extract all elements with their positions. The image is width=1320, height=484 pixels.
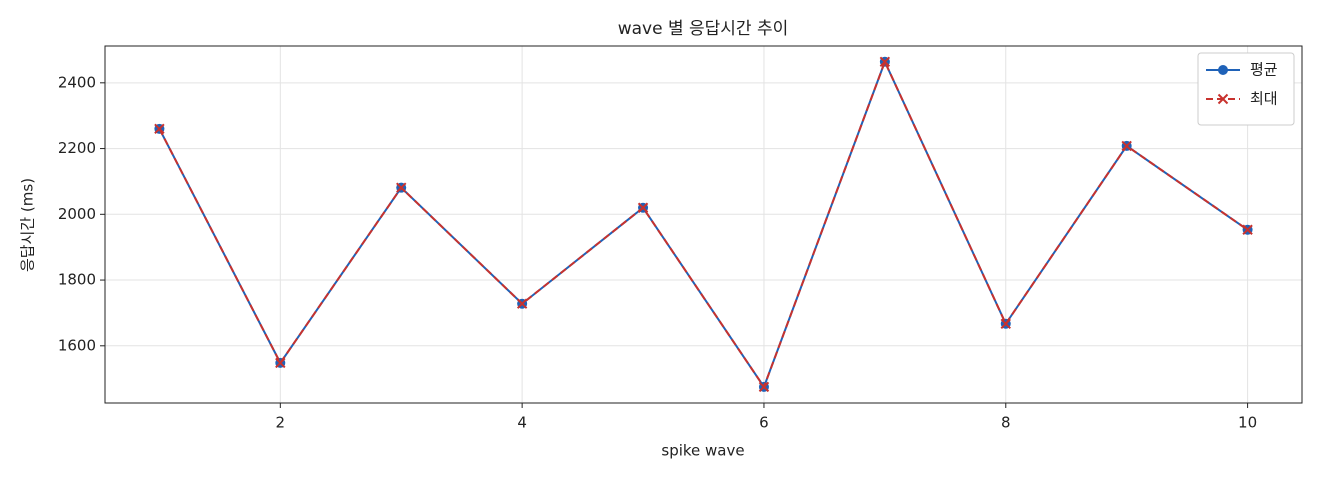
legend-label: 최대: [1250, 90, 1278, 108]
x-tick-label: 8: [1001, 414, 1011, 432]
y-axis-label: 응답시간 (ms): [19, 178, 37, 272]
y-tick-label: 1800: [58, 271, 96, 289]
y-tick-label: 2000: [58, 205, 96, 223]
marker: [637, 202, 649, 213]
plot-frame: [104, 45, 1303, 404]
y-tick-label: 2400: [58, 73, 96, 91]
x-tick-label: 4: [517, 414, 527, 432]
legend-label: 평균: [1250, 61, 1278, 79]
legend-marker: [1217, 93, 1229, 105]
chart-title: wave 별 응답시간 추이: [618, 19, 789, 39]
marker: [758, 381, 770, 393]
marker: [1242, 224, 1253, 235]
y-tick-label: 2200: [58, 139, 96, 157]
marker: [154, 123, 165, 135]
marker: [516, 298, 528, 309]
y-tick-label: 1600: [58, 336, 96, 354]
x-tick-label: 6: [759, 414, 769, 432]
marker: [396, 182, 407, 193]
marker: [879, 56, 891, 67]
marker: [275, 357, 286, 369]
marker: [1000, 318, 1011, 329]
x-tick-label: 10: [1238, 414, 1257, 432]
x-tick-label: 2: [276, 414, 286, 432]
series-line: [158, 59, 1249, 390]
legend-marker: [1218, 65, 1228, 75]
x-axis-label: spike wave: [661, 442, 744, 460]
legend-box: [1197, 52, 1295, 126]
marker: [1121, 140, 1132, 152]
